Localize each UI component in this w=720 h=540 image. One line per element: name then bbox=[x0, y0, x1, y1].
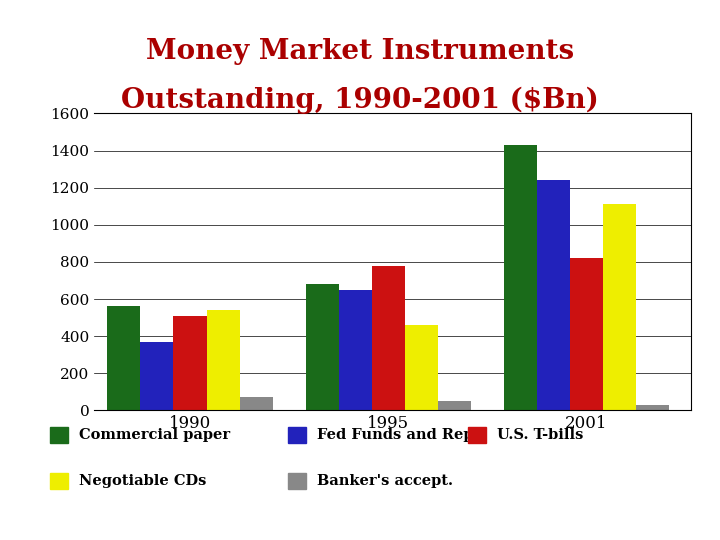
Bar bbox=[240, 397, 273, 410]
Bar bbox=[306, 284, 338, 410]
Bar bbox=[372, 266, 405, 410]
Bar bbox=[107, 306, 140, 410]
Bar bbox=[338, 290, 372, 410]
Text: Negotiable CDs: Negotiable CDs bbox=[79, 474, 207, 488]
Bar bbox=[504, 145, 537, 410]
Bar bbox=[570, 258, 603, 410]
Bar bbox=[207, 310, 240, 410]
Text: U.S. T-bills: U.S. T-bills bbox=[497, 428, 583, 442]
Bar bbox=[537, 180, 570, 410]
Bar bbox=[636, 405, 669, 410]
Text: Fed Funds and Repo: Fed Funds and Repo bbox=[317, 428, 483, 442]
Text: Commercial paper: Commercial paper bbox=[79, 428, 230, 442]
Text: Banker's accept.: Banker's accept. bbox=[317, 474, 453, 488]
Bar bbox=[603, 204, 636, 410]
Bar bbox=[174, 316, 207, 410]
Text: Money Market Instruments: Money Market Instruments bbox=[146, 38, 574, 65]
Bar bbox=[438, 401, 471, 410]
Bar bbox=[140, 342, 174, 410]
Bar bbox=[405, 325, 438, 410]
Text: Outstanding, 1990-2001 ($Bn): Outstanding, 1990-2001 ($Bn) bbox=[121, 86, 599, 114]
